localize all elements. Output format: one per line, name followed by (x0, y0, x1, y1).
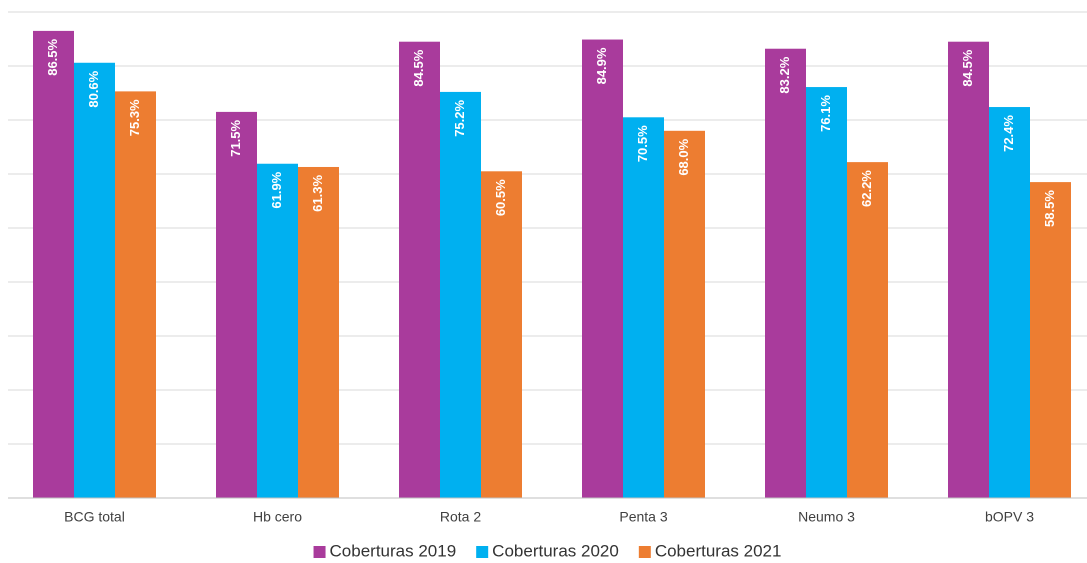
bar (847, 162, 888, 498)
bar (115, 91, 156, 498)
legend-swatch (476, 546, 489, 558)
x-tick-label: Neumo 3 (798, 509, 855, 525)
bar (623, 117, 664, 499)
data-label: 61.9% (269, 171, 284, 208)
bar (216, 111, 257, 499)
data-label: 86.5% (45, 38, 60, 75)
data-label: 60.5% (493, 179, 508, 216)
legend-label: Coberturas 2019 (330, 541, 457, 560)
legend-label: Coberturas 2020 (492, 541, 619, 560)
x-tick-label: BCG total (64, 509, 125, 525)
x-tick-label: bOPV 3 (985, 509, 1034, 525)
data-label: 61.3% (310, 175, 325, 212)
x-tick-label: Hb cero (253, 509, 302, 525)
bar (74, 62, 115, 498)
data-label: 70.5% (635, 125, 650, 162)
data-label: 75.2% (452, 99, 467, 136)
bar (948, 41, 989, 498)
data-label: 83.2% (777, 56, 792, 93)
bar (1030, 182, 1071, 498)
data-label: 68.0% (676, 138, 691, 175)
bar (440, 91, 481, 499)
bar (806, 87, 847, 498)
data-label: 80.6% (86, 70, 101, 107)
bar (399, 41, 440, 498)
data-label: 84.5% (411, 49, 426, 86)
data-label: 76.1% (818, 95, 833, 132)
data-label: 84.9% (594, 47, 609, 84)
data-label: 71.5% (228, 119, 243, 156)
data-label: 72.4% (1001, 115, 1016, 152)
bar (298, 166, 339, 499)
data-label: 58.5% (1042, 190, 1057, 227)
bar (989, 107, 1030, 498)
data-label: 62.2% (859, 170, 874, 207)
bar (765, 48, 806, 498)
x-tick-label: Penta 3 (619, 509, 667, 525)
bar (582, 39, 623, 498)
bar (33, 30, 74, 499)
legend-label: Coberturas 2021 (655, 541, 782, 560)
bar (481, 171, 522, 499)
bar (664, 130, 705, 499)
data-label: 84.5% (960, 49, 975, 86)
x-tick-label: Rota 2 (440, 509, 481, 525)
bar (257, 163, 298, 499)
legend-swatch (313, 546, 326, 558)
data-label: 75.3% (127, 99, 142, 136)
legend-swatch (638, 546, 651, 558)
